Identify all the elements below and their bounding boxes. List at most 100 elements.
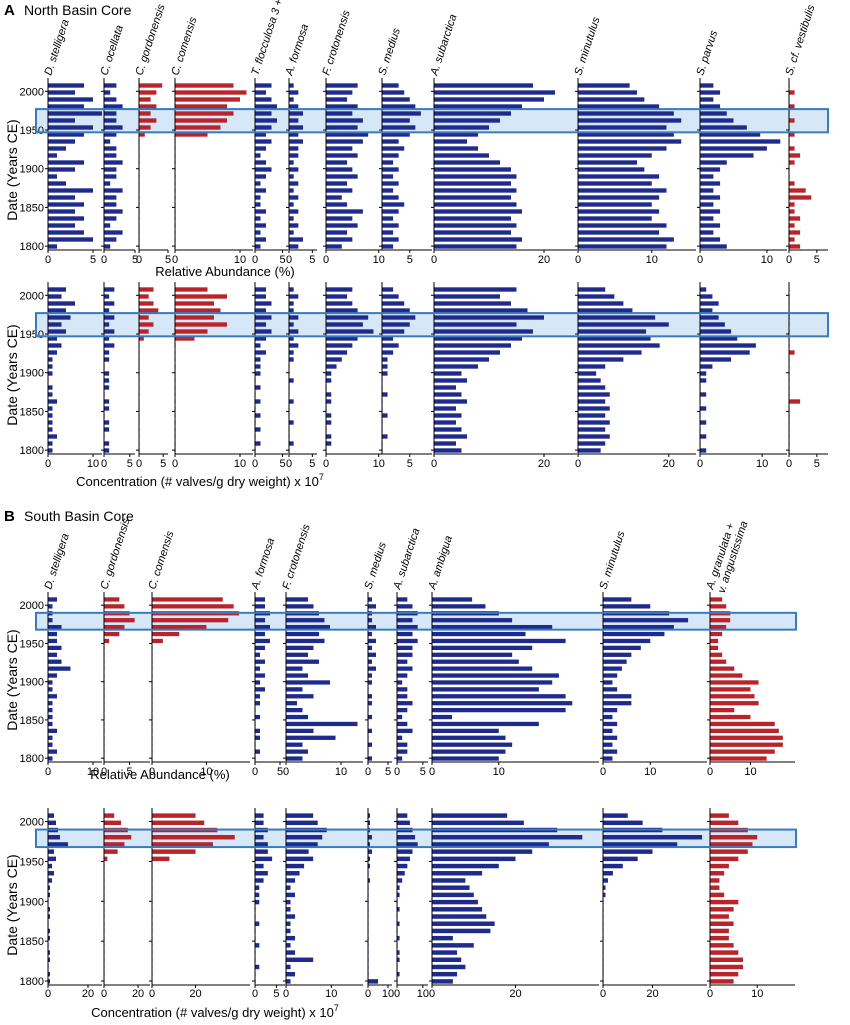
c-gordonensis-bar — [139, 329, 149, 334]
f-crotonensis-bar — [326, 237, 353, 242]
a-granulata-v-angustissima-bar — [710, 604, 727, 609]
a-formosa-bar — [289, 399, 294, 404]
s-cf-vestibulis-x-tick-label: 0 — [786, 254, 792, 266]
f-crotonensis-bar — [286, 892, 296, 898]
a-formosa-bar — [289, 111, 303, 116]
t-flocculosa-3-3p-bar — [255, 132, 266, 137]
t-flocculosa-3-3p-x-tick-label: 0 — [252, 458, 258, 470]
a-granulata-v-angustissima-bar — [710, 756, 767, 761]
a-granulata-v-angustissima-bar — [710, 871, 725, 876]
a-subarctica-bar — [434, 181, 511, 186]
year-tick-label: 2000 — [20, 600, 44, 612]
a-ambigua-bar — [432, 673, 559, 678]
a-ambigua-bar — [432, 834, 583, 840]
s-medius-bar — [368, 680, 372, 685]
s-medius-bar — [382, 146, 405, 151]
a-subarctica-bar — [397, 885, 400, 890]
f-crotonensis-bar — [326, 336, 358, 341]
panel-b-letter: B — [4, 508, 15, 525]
a-subarctica-bar — [397, 597, 408, 602]
highlight-outline — [35, 828, 797, 849]
c-comensis-bar — [152, 820, 205, 826]
highlight-outline — [35, 312, 829, 338]
s-parvus-bar — [700, 223, 721, 228]
s-minutulus-x-tick-label: 0 — [575, 254, 581, 266]
s-minutulus-bar — [578, 350, 642, 355]
a-subarctica-bar — [397, 673, 408, 678]
a-formosa-bar — [255, 849, 268, 854]
a-subarctica-bar — [397, 721, 408, 727]
s-parvus-bar — [700, 104, 721, 109]
s-minutulus-bar — [578, 244, 667, 249]
s-minutulus-bar — [603, 834, 703, 840]
a-formosa-bar — [255, 749, 260, 754]
t-flocculosa-3-3p-bar — [255, 329, 272, 334]
a-ambigua-bar — [432, 849, 533, 854]
c-ocellata-bar — [104, 244, 111, 249]
a-subarctica-bar — [434, 399, 467, 404]
year-tick-label: 1850 — [20, 715, 44, 727]
d-stelligera-x-tick-label: 0 — [45, 766, 51, 778]
a-subarctica-bar — [397, 834, 416, 840]
f-crotonensis-bar — [326, 90, 353, 95]
d-stelligera-bar — [48, 244, 57, 249]
s-minutulus-bar — [578, 195, 660, 200]
c-comensis-bar — [152, 856, 170, 862]
a-subarctica-x-tick-label: 0 — [431, 458, 437, 470]
s-minutulus-bar — [578, 174, 660, 179]
c-ocellata-bar — [104, 174, 117, 179]
c-ocellata-bar — [104, 139, 111, 144]
d-stelligera-bar — [48, 597, 57, 602]
a-formosa-bar — [289, 350, 294, 355]
d-stelligera-bar — [48, 336, 57, 341]
a-subarctica-bar — [397, 957, 400, 963]
d-stelligera-bar — [48, 631, 57, 637]
f-crotonensis-bar — [286, 935, 296, 941]
a-granulata-v-angustissima-bar — [710, 863, 729, 869]
c-comensis-bar — [175, 97, 240, 102]
s-medius-bar — [382, 230, 394, 235]
d-stelligera-bar — [48, 957, 50, 963]
a-formosa-bar — [289, 195, 299, 200]
f-crotonensis-bar — [326, 434, 332, 439]
f-crotonensis-x-tick-label: 0 — [283, 766, 289, 778]
a-ambigua-bar — [432, 687, 539, 692]
f-crotonensis-bar — [326, 343, 353, 348]
a-granulata-v-angustissima-bar — [710, 631, 723, 637]
d-stelligera-bar — [48, 301, 75, 306]
south-rel-ylabel: Date (Years CE) — [4, 629, 20, 730]
a-granulata-v-angustissima-bar — [710, 856, 739, 862]
d-stelligera-bar — [48, 420, 53, 425]
s-parvus-bar — [700, 174, 714, 179]
s-medius-bar — [382, 188, 394, 193]
s-minutulus-bar — [578, 413, 606, 418]
a-granulata-v-angustissima-bar — [710, 666, 735, 671]
c-gordonensis-x-tick-label: 0 — [136, 458, 142, 470]
d-stelligera-x-tick-label: 20 — [82, 988, 94, 1000]
a-subarctica-bar — [434, 336, 522, 341]
s-minutulus-bar — [578, 97, 645, 102]
a-formosa-bar — [289, 174, 294, 179]
f-crotonensis-bar — [286, 721, 358, 727]
s-medius-bar — [368, 694, 372, 699]
f-crotonensis-bar — [286, 680, 330, 685]
a-subarctica-bar — [434, 118, 500, 123]
f-crotonensis-bar — [326, 350, 348, 355]
s-cf-vestibulis-bar — [789, 202, 795, 207]
highlight-outline — [35, 108, 829, 134]
a-formosa-bar — [289, 104, 299, 109]
c-gordonensis-bar — [104, 813, 115, 818]
c-ocellata-bar — [104, 230, 123, 235]
s-medius-bar — [368, 624, 376, 630]
year-tick-label: 1950 — [20, 329, 44, 341]
f-crotonensis-bar — [286, 820, 318, 826]
a-subarctica-bar — [434, 322, 517, 327]
d-stelligera-bar — [48, 971, 50, 977]
a-formosa-bar — [289, 237, 303, 242]
s-parvus-bar — [700, 90, 721, 95]
a-ambigua-bar — [432, 742, 513, 747]
a-formosa-bar — [289, 420, 294, 425]
year-tick-label: 1900 — [20, 896, 44, 908]
s-minutulus-bar — [578, 308, 633, 313]
